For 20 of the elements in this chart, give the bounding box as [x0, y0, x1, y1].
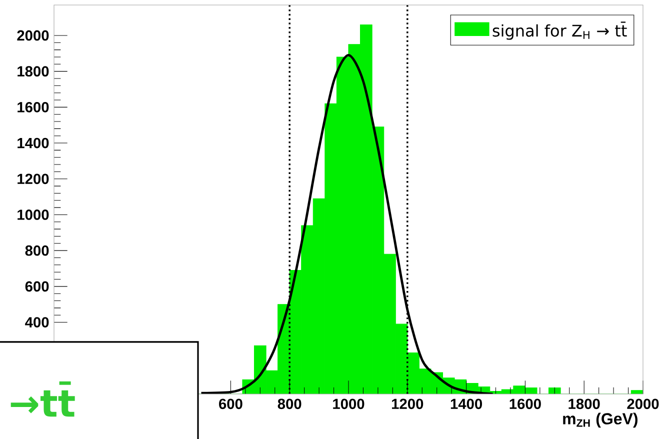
x-tick-label: 800	[278, 398, 302, 410]
y-tick-label: 1800	[18, 66, 49, 77]
y-tick-label: 800	[25, 245, 49, 256]
x-tick-label: 1600	[510, 398, 541, 410]
x-tick-label: 2000	[627, 398, 659, 410]
legend-label: signal for Z$_{H}$ → tt̄	[492, 22, 627, 40]
x-tick-label: 1800	[568, 398, 600, 410]
y-tick-label: 600	[25, 281, 49, 292]
y-tick-label: 1600	[18, 102, 49, 112]
x-tick-label: 1000	[333, 398, 364, 410]
x-tick-label: 1200	[392, 398, 424, 410]
y-tick-label: 400	[25, 317, 49, 328]
x-tick-label: 1400	[450, 398, 482, 410]
y-tick-label: 1000	[18, 210, 49, 220]
y-tick-label: 2000	[17, 30, 49, 41]
y-tick-label: 1200	[18, 174, 49, 184]
x-axis-title: m$_{ZH}$ (GeV)	[563, 412, 638, 428]
annotation: →tt̄	[10, 381, 75, 417]
y-tick-label: 1400	[18, 138, 49, 148]
x-tick-label: 600	[219, 398, 242, 410]
